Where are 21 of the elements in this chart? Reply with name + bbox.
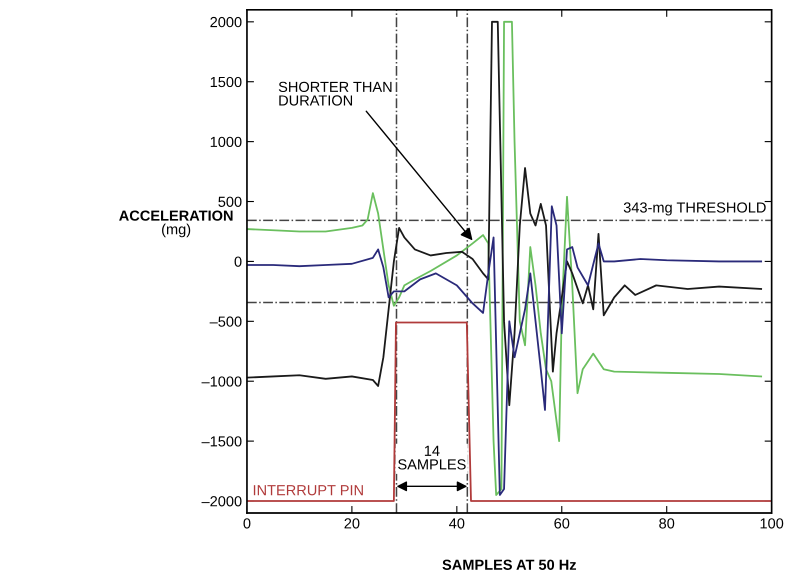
x-tick-label: 80 <box>659 518 674 529</box>
x-axis-title: SAMPLES AT 50 Hz <box>442 560 576 570</box>
y-tick-label: 1500 <box>210 76 242 88</box>
annotation: 14 SAMPLES <box>398 446 466 470</box>
y-tick-label: 2000 <box>210 16 242 28</box>
x-tick-label: 60 <box>554 518 570 529</box>
y-tick-label: 1000 <box>210 136 242 148</box>
ref-line-label: 343-mg THRESHOLD <box>624 202 766 216</box>
y-tick-label: –500 <box>210 316 242 327</box>
x-tick-label: 100 <box>760 518 784 529</box>
x-tick-label: 20 <box>344 518 360 529</box>
annotation: SHORTER THAN DURATION <box>278 82 392 106</box>
y-tick-label: –1500 <box>202 436 242 447</box>
y-axis-title: ACCELERATION (mg) <box>119 210 233 238</box>
y-tick-label: –2000 <box>202 496 242 506</box>
y-tick-label: –1000 <box>202 376 242 387</box>
y-tick-label: 0 <box>234 256 242 267</box>
series-label: INTERRUPT PIN <box>254 485 363 496</box>
y-tick-label: 500 <box>218 196 242 207</box>
x-tick-label: 40 <box>449 518 464 529</box>
x-tick-label: 0 <box>243 518 250 529</box>
